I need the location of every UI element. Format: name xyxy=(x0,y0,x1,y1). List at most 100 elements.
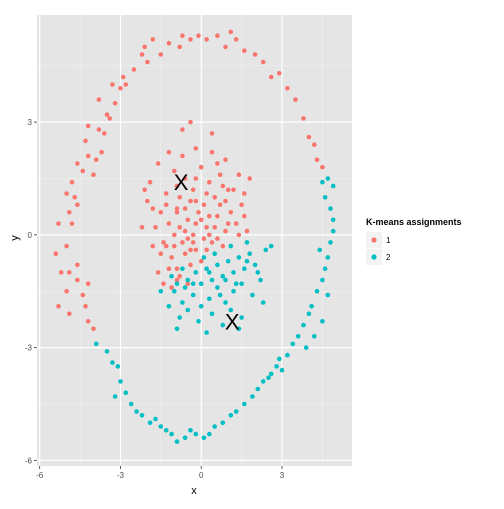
data-point-cluster-2 xyxy=(174,326,180,332)
data-point-cluster-1 xyxy=(233,221,239,226)
data-point-cluster-1 xyxy=(212,195,217,200)
data-point-cluster-2 xyxy=(295,334,301,339)
data-point-cluster-2 xyxy=(128,401,134,407)
data-point-cluster-1 xyxy=(150,37,156,42)
data-point-cluster-2 xyxy=(228,243,234,249)
data-point-cluster-1 xyxy=(67,311,72,317)
data-point-cluster-2 xyxy=(330,228,336,234)
data-point-cluster-1 xyxy=(131,67,137,72)
data-point-cluster-2 xyxy=(328,206,333,211)
data-point-cluster-2 xyxy=(320,319,325,324)
data-point-cluster-1 xyxy=(306,134,312,140)
data-point-cluster-1 xyxy=(180,33,185,38)
data-point-cluster-1 xyxy=(85,281,91,287)
data-point-cluster-1 xyxy=(188,247,193,253)
data-point-cluster-1 xyxy=(174,183,180,189)
data-point-cluster-2 xyxy=(266,375,271,381)
data-point-cluster-1 xyxy=(169,285,174,290)
data-point-cluster-1 xyxy=(209,149,215,155)
data-point-cluster-2 xyxy=(239,281,244,287)
data-point-cluster-1 xyxy=(120,74,126,80)
data-point-cluster-1 xyxy=(190,187,196,193)
data-point-cluster-2 xyxy=(255,386,261,392)
legend-label-2: 2 xyxy=(386,253,391,262)
data-point-cluster-1 xyxy=(209,131,215,136)
data-point-cluster-1 xyxy=(72,195,77,200)
data-point-cluster-1 xyxy=(64,288,69,294)
data-point-cluster-1 xyxy=(177,273,182,279)
data-point-cluster-1 xyxy=(247,176,252,181)
data-point-cluster-1 xyxy=(150,206,156,211)
data-point-cluster-1 xyxy=(182,206,188,211)
data-point-cluster-1 xyxy=(198,164,204,170)
data-point-cluster-2 xyxy=(182,285,188,290)
data-point-cluster-2 xyxy=(207,296,212,302)
data-point-cluster-1 xyxy=(163,191,169,196)
data-point-cluster-2 xyxy=(223,277,228,283)
data-point-cluster-2 xyxy=(193,431,199,437)
data-point-cluster-1 xyxy=(177,195,182,200)
data-point-cluster-1 xyxy=(85,153,91,159)
legend-entry-2: 2 xyxy=(366,249,391,265)
data-point-cluster-1 xyxy=(215,33,220,38)
data-point-cluster-1 xyxy=(182,176,188,181)
data-point-cluster-1 xyxy=(161,240,166,245)
data-point-cluster-1 xyxy=(209,240,215,245)
data-point-cluster-2 xyxy=(174,439,180,444)
data-point-cluster-2 xyxy=(212,251,217,256)
data-point-cluster-1 xyxy=(161,281,166,287)
data-point-cluster-2 xyxy=(309,304,314,309)
data-point-cluster-1 xyxy=(155,270,161,275)
data-point-cluster-1 xyxy=(260,59,266,65)
data-point-cluster-2 xyxy=(204,266,209,272)
data-point-cluster-1 xyxy=(150,243,156,249)
data-point-cluster-1 xyxy=(163,243,169,249)
data-point-cluster-1 xyxy=(142,44,147,50)
data-point-cluster-2 xyxy=(158,424,164,429)
data-point-cluster-2 xyxy=(244,240,250,245)
data-point-cluster-1 xyxy=(80,292,86,298)
data-point-cluster-2 xyxy=(204,330,209,335)
data-point-cluster-1 xyxy=(188,119,193,125)
data-point-cluster-1 xyxy=(104,112,110,117)
data-point-cluster-1 xyxy=(110,82,115,87)
data-point-cluster-1 xyxy=(145,198,150,204)
data-point-cluster-1 xyxy=(142,187,147,193)
legend-dot-1 xyxy=(371,237,377,243)
data-point-cluster-2 xyxy=(209,311,215,317)
data-point-cluster-1 xyxy=(75,277,80,283)
data-point-cluster-1 xyxy=(56,221,61,226)
y-tick-label: -3 xyxy=(25,344,33,353)
data-point-cluster-1 xyxy=(102,131,107,136)
data-point-cluster-2 xyxy=(268,243,274,249)
data-point-cluster-1 xyxy=(242,213,247,219)
data-point-cluster-1 xyxy=(231,187,236,193)
data-point-cluster-1 xyxy=(217,202,223,208)
data-point-cluster-1 xyxy=(198,217,204,223)
data-point-cluster-2 xyxy=(93,341,99,347)
x-axis-title: x xyxy=(191,485,197,497)
data-point-cluster-1 xyxy=(220,183,226,189)
data-point-cluster-2 xyxy=(274,364,279,369)
data-point-cluster-1 xyxy=(193,146,199,151)
data-point-cluster-1 xyxy=(158,251,164,256)
data-point-cluster-2 xyxy=(169,273,174,279)
y-tick-label: 0 xyxy=(28,231,33,240)
data-point-cluster-1 xyxy=(215,161,220,166)
major-gridlines xyxy=(37,15,352,466)
data-point-cluster-1 xyxy=(96,127,102,132)
y-axis-ticks: -6 -3 0 3 xyxy=(25,118,37,465)
data-point-cluster-2 xyxy=(180,300,185,305)
data-point-cluster-1 xyxy=(188,37,193,42)
data-point-cluster-1 xyxy=(188,198,193,204)
data-point-cluster-2 xyxy=(320,277,325,283)
data-point-cluster-2 xyxy=(330,183,336,189)
y-axis-title: y xyxy=(9,235,21,241)
data-point-cluster-1 xyxy=(217,172,223,177)
data-point-cluster-1 xyxy=(204,247,209,253)
data-point-cluster-2 xyxy=(228,413,234,418)
data-point-cluster-1 xyxy=(180,240,185,245)
data-point-cluster-1 xyxy=(75,161,80,166)
data-point-cluster-1 xyxy=(190,240,196,245)
data-point-cluster-2 xyxy=(242,266,247,272)
